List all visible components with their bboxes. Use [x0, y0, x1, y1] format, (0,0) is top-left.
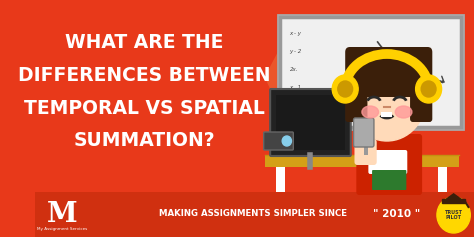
FancyBboxPatch shape — [368, 150, 407, 174]
FancyBboxPatch shape — [356, 134, 422, 195]
Ellipse shape — [362, 106, 379, 118]
Polygon shape — [443, 193, 465, 201]
FancyBboxPatch shape — [410, 81, 432, 122]
Polygon shape — [264, 42, 283, 117]
FancyBboxPatch shape — [345, 47, 432, 97]
FancyBboxPatch shape — [354, 118, 374, 147]
Bar — [276, 167, 285, 192]
Text: WHAT ARE THE: WHAT ARE THE — [65, 32, 223, 51]
FancyBboxPatch shape — [372, 170, 406, 190]
Circle shape — [437, 197, 470, 233]
FancyBboxPatch shape — [382, 112, 392, 117]
Bar — [443, 199, 465, 203]
Text: M: M — [47, 201, 78, 228]
FancyBboxPatch shape — [264, 132, 293, 150]
Circle shape — [332, 75, 358, 103]
Text: TRUST
PILOT: TRUST PILOT — [445, 210, 463, 220]
Circle shape — [348, 57, 426, 141]
Circle shape — [421, 81, 436, 97]
FancyBboxPatch shape — [279, 15, 463, 129]
FancyBboxPatch shape — [270, 89, 351, 156]
Text: MAKING ASSIGNMENTS SIMPLER SINCE: MAKING ASSIGNMENTS SIMPLER SINCE — [158, 210, 346, 219]
Text: My Assignment Services: My Assignment Services — [37, 227, 88, 231]
FancyBboxPatch shape — [355, 139, 377, 165]
Bar — [35, 192, 474, 237]
Text: TEMPORAL VS SPATIAL: TEMPORAL VS SPATIAL — [24, 99, 264, 118]
Text: x . 1: x . 1 — [290, 85, 301, 90]
FancyBboxPatch shape — [264, 155, 459, 167]
Circle shape — [416, 75, 442, 103]
Text: x - y: x - y — [290, 31, 301, 36]
Text: 2x.: 2x. — [290, 67, 298, 72]
Circle shape — [338, 81, 353, 97]
Ellipse shape — [395, 106, 412, 118]
Bar — [364, 130, 368, 155]
Text: SUMMATION?: SUMMATION? — [73, 131, 215, 150]
Bar — [276, 95, 345, 150]
FancyBboxPatch shape — [345, 81, 367, 122]
Text: y - 2: y - 2 — [290, 49, 302, 54]
Text: " 2010 ": " 2010 " — [373, 209, 420, 219]
Circle shape — [282, 136, 292, 146]
Bar — [438, 167, 447, 192]
Bar — [378, 124, 398, 139]
Bar — [280, 17, 461, 127]
Text: DIFFERENCES BETWEEN: DIFFERENCES BETWEEN — [18, 65, 270, 85]
